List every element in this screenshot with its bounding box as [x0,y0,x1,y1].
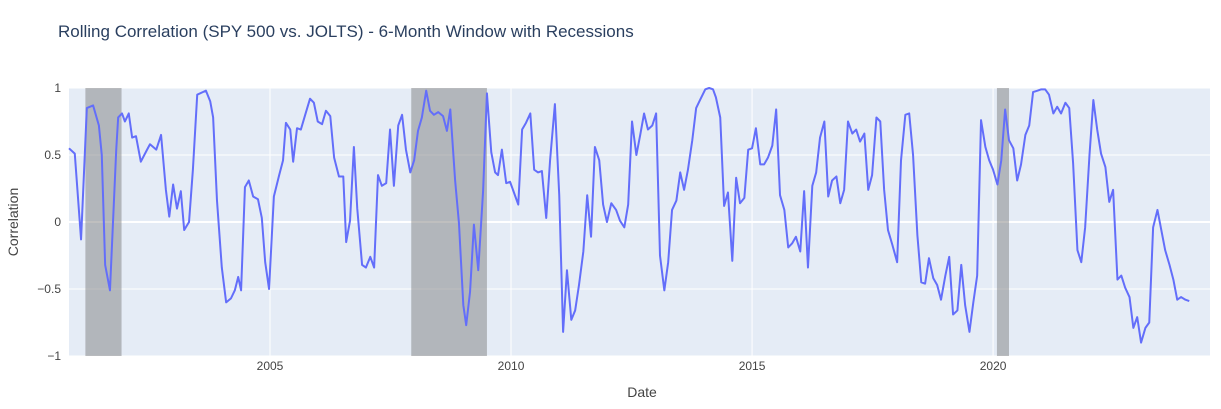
y-tick-label: 1 [54,81,61,95]
correlation-line [68,87,1190,344]
recession-band [996,88,1009,356]
recession-band [411,88,487,356]
x-tick-label: 2020 [980,359,1007,373]
y-axis-title: Correlation [5,188,21,256]
y-tick-label: 0 [54,215,61,229]
x-tick-label: 2010 [498,359,525,373]
y-tick-label: −0.5 [37,282,61,296]
chart-title: Rolling Correlation (SPY 500 vs. JOLTS) … [58,22,634,41]
y-tick-label: 0.5 [44,148,61,162]
y-tick-label: −1 [47,349,61,363]
x-tick-label: 2005 [257,359,284,373]
x-tick-label: 2015 [739,359,766,373]
x-axis-title: Date [627,384,657,400]
